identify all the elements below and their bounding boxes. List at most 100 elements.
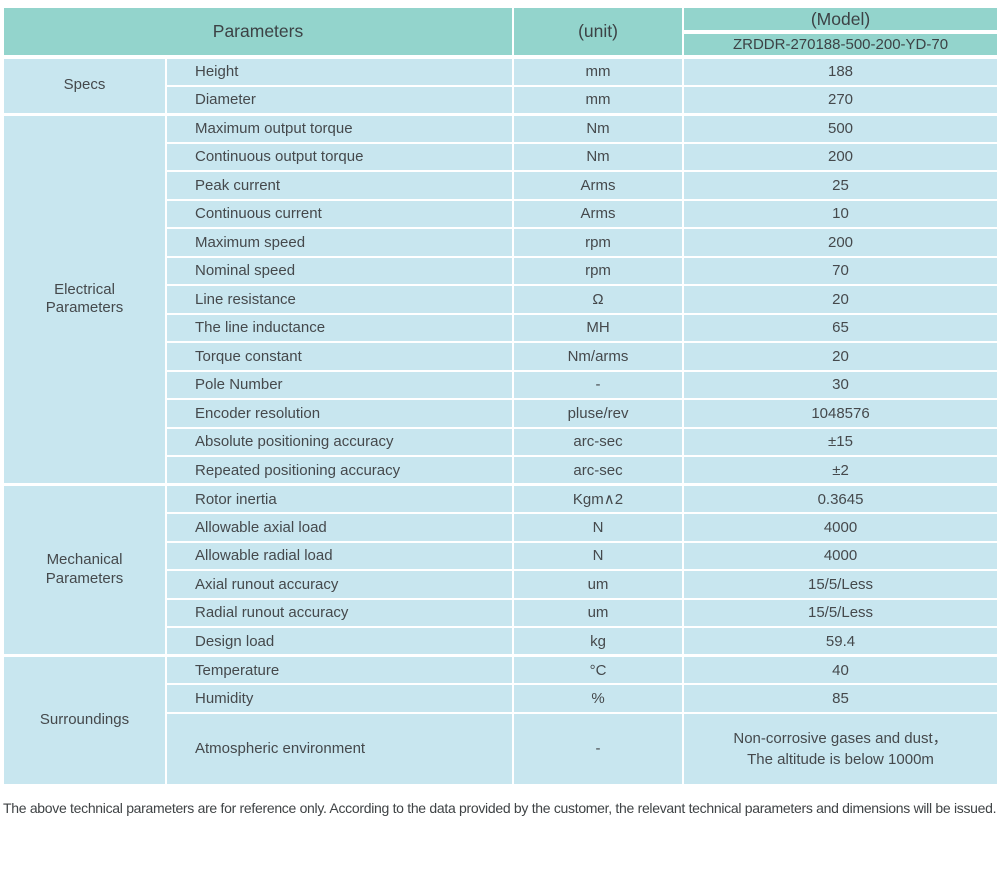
row-design-load: Design load kg 59.4: [3, 626, 1000, 657]
table-header: Parameters (unit) (Model) ZRDDR-270188-5…: [1, 6, 1000, 59]
value-cell: 65: [682, 312, 1000, 343]
param-cell: Peak current: [164, 170, 515, 201]
unit-cell: um: [512, 597, 685, 628]
footer-disclaimer: The above technical parameters are for r…: [3, 799, 997, 816]
unit-cell: N: [512, 540, 685, 571]
param-cell: Torque constant: [164, 341, 515, 372]
row-temperature: Surroundings Temperature °C 40: [2, 654, 1000, 786]
value-cell: 200: [682, 141, 1000, 172]
value-cell: 10: [682, 198, 1000, 229]
param-cell: Nominal speed: [164, 255, 515, 286]
value-cell: 20: [682, 341, 1000, 372]
value-cell: 4000: [682, 512, 1000, 543]
unit-cell: arc-sec: [512, 426, 685, 457]
unit-cell: mm: [512, 55, 685, 87]
unit-cell: Nm: [512, 112, 685, 144]
unit-cell: pluse/rev: [512, 398, 685, 429]
unit-cell: %: [512, 683, 685, 714]
param-cell: Continuous current: [164, 198, 515, 229]
value-cell: 30: [682, 369, 1000, 400]
unit-cell: mm: [512, 84, 685, 115]
param-cell: Design load: [164, 626, 515, 657]
value-cell: 15/5/Less: [682, 597, 1000, 628]
row-repeated-positioning-accuracy: Repeated positioning accuracy arc-sec ±2: [3, 455, 1000, 486]
unit-cell: Kgm∧2: [512, 483, 685, 514]
param-cell: Radial runout accuracy: [164, 597, 515, 628]
value-cell: 20: [682, 284, 1000, 315]
parameters-table: Parameters (unit) (Model) ZRDDR-270188-5…: [1, 6, 1000, 786]
table-body: Specs Height mm 188 Diameter mm 270 Elec…: [2, 55, 1000, 786]
param-cell: Rotor inertia: [164, 483, 515, 514]
column-header-unit: (unit): [512, 6, 685, 59]
param-cell: Maximum output torque: [164, 112, 515, 144]
value-cell: 4000: [682, 540, 1000, 571]
param-cell: Continuous output torque: [164, 141, 515, 172]
model-code: ZRDDR-270188-500-200-YD-70: [682, 31, 1000, 59]
value-cell: 15/5/Less: [682, 569, 1000, 600]
unit-cell: rpm: [512, 227, 685, 258]
value-cell: 70: [682, 255, 1000, 286]
unit-cell: arc-sec: [512, 455, 685, 486]
row-line-resistance: Line resistance Ω 20: [3, 284, 1000, 315]
param-cell: Temperature: [164, 654, 515, 685]
param-cell: Axial runout accuracy: [164, 569, 515, 600]
row-continuous-output-torque: Continuous output torque Nm 200: [3, 141, 1000, 172]
value-cell: 500: [682, 112, 1000, 144]
value-cell: 188: [682, 55, 1000, 87]
row-atmospheric-environment: Atmospheric environment - Non-corrosive …: [3, 711, 1000, 786]
header-row-1: Parameters (unit) (Model): [1, 6, 1000, 59]
value-cell: 0.3645: [682, 483, 1000, 514]
unit-cell: °C: [512, 654, 685, 685]
column-header-model: (Model): [682, 6, 1000, 34]
group-cell-mechanical-parameters: Mechanical Parameters: [2, 483, 167, 657]
unit-cell: Ω: [512, 284, 685, 315]
param-cell: Absolute positioning accuracy: [164, 426, 515, 457]
param-cell: Atmospheric environment: [164, 711, 515, 786]
row-line-inductance: The line inductance MH 65: [3, 312, 1000, 343]
value-cell: 25: [682, 170, 1000, 201]
value-cell: 270: [682, 84, 1000, 115]
row-humidity: Humidity % 85: [3, 683, 1000, 714]
row-torque-constant: Torque constant Nm/arms 20: [3, 341, 1000, 372]
header-row-2: ZRDDR-270188-500-200-YD-70: [3, 31, 1000, 59]
unit-cell: Nm/arms: [512, 341, 685, 372]
row-maximum-output-torque: Electrical Parameters Maximum output tor…: [2, 112, 1000, 486]
row-diameter: Diameter mm 270: [3, 84, 1000, 115]
unit-cell: um: [512, 569, 685, 600]
unit-cell: Arms: [512, 170, 685, 201]
value-cell: ±15: [682, 426, 1000, 457]
column-header-parameters: Parameters: [1, 6, 515, 59]
group-cell-electrical-parameters: Electrical Parameters: [2, 112, 167, 486]
value-cell: 200: [682, 227, 1000, 258]
value-cell: 1048576: [682, 398, 1000, 429]
row-maximum-speed: Maximum speed rpm 200: [3, 227, 1000, 258]
value-cell: 85: [682, 683, 1000, 714]
unit-cell: -: [512, 369, 685, 400]
param-cell: Humidity: [164, 683, 515, 714]
value-cell: ±2: [682, 455, 1000, 486]
param-cell: Allowable axial load: [164, 512, 515, 543]
param-cell: Height: [164, 55, 515, 87]
unit-cell: N: [512, 512, 685, 543]
unit-cell: Arms: [512, 198, 685, 229]
row-absolute-positioning-accuracy: Absolute positioning accuracy arc-sec ±1…: [3, 426, 1000, 457]
param-cell: Maximum speed: [164, 227, 515, 258]
param-cell: The line inductance: [164, 312, 515, 343]
param-cell: Allowable radial load: [164, 540, 515, 571]
param-cell: Diameter: [164, 84, 515, 115]
row-radial-runout-accuracy: Radial runout accuracy um 15/5/Less: [3, 597, 1000, 628]
row-peak-current: Peak current Arms 25: [3, 170, 1000, 201]
param-cell: Line resistance: [164, 284, 515, 315]
unit-cell: -: [512, 711, 685, 786]
param-cell: Pole Number: [164, 369, 515, 400]
group-cell-specs: Specs: [2, 55, 167, 115]
param-cell: Repeated positioning accuracy: [164, 455, 515, 486]
row-pole-number: Pole Number - 30: [3, 369, 1000, 400]
value-cell: Non-corrosive gases and dust， The altitu…: [682, 711, 1000, 786]
row-rotor-inertia: Mechanical Parameters Rotor inertia Kgm∧…: [2, 483, 1000, 657]
row-continuous-current: Continuous current Arms 10: [3, 198, 1000, 229]
row-height: Specs Height mm 188: [2, 55, 1000, 115]
param-cell: Encoder resolution: [164, 398, 515, 429]
row-encoder-resolution: Encoder resolution pluse/rev 1048576: [3, 398, 1000, 429]
